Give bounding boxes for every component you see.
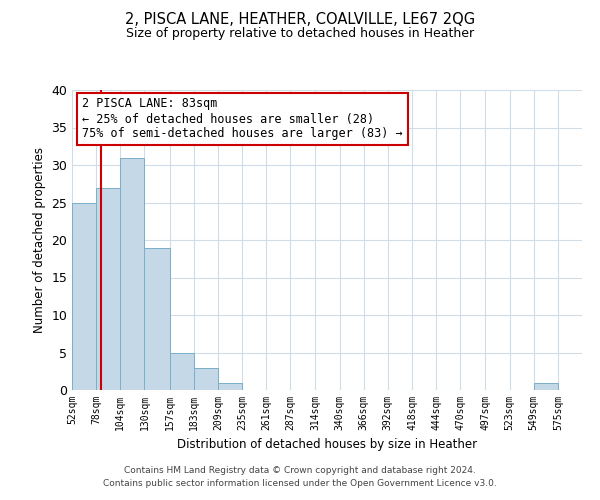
Bar xyxy=(96,188,121,390)
Bar xyxy=(72,202,96,390)
Bar xyxy=(194,368,218,390)
Bar xyxy=(145,248,170,390)
Text: 2 PISCA LANE: 83sqm
← 25% of detached houses are smaller (28)
75% of semi-detach: 2 PISCA LANE: 83sqm ← 25% of detached ho… xyxy=(82,98,403,140)
Bar xyxy=(533,382,558,390)
Y-axis label: Number of detached properties: Number of detached properties xyxy=(33,147,46,333)
Text: 2, PISCA LANE, HEATHER, COALVILLE, LE67 2QG: 2, PISCA LANE, HEATHER, COALVILLE, LE67 … xyxy=(125,12,475,28)
Text: Contains HM Land Registry data © Crown copyright and database right 2024.
Contai: Contains HM Land Registry data © Crown c… xyxy=(103,466,497,487)
Bar xyxy=(170,352,194,390)
Bar xyxy=(218,382,242,390)
Bar xyxy=(121,158,145,390)
Text: Size of property relative to detached houses in Heather: Size of property relative to detached ho… xyxy=(126,28,474,40)
X-axis label: Distribution of detached houses by size in Heather: Distribution of detached houses by size … xyxy=(177,438,477,452)
